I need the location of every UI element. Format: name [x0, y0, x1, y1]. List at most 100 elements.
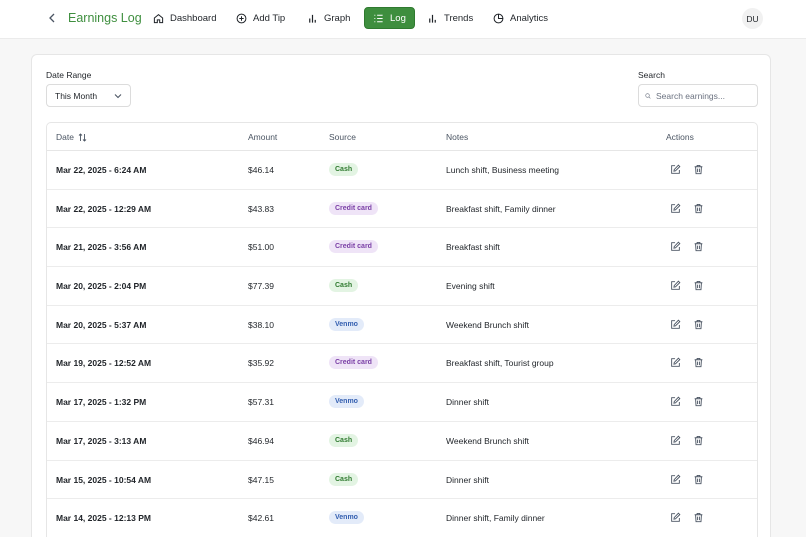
pie-chart-icon [493, 13, 504, 23]
row-notes: Breakfast shift, Family dinner [446, 203, 556, 214]
source-badge: Cash [329, 163, 359, 176]
table-row: Mar 14, 2025 - 12:13 PM $42.61 Venmo Dinner… [47, 499, 757, 537]
row-date: Mar 20, 2025 - 2:04 PM [56, 281, 147, 292]
column-actions: Actions [666, 132, 694, 142]
edit-icon[interactable] [670, 164, 681, 175]
column-date: Date [56, 132, 74, 142]
nav-dashboard[interactable]: Dashboard [145, 7, 224, 29]
row-amount: $38.10 [248, 319, 274, 330]
table-row: Mar 22, 2025 - 6:24 AM $46.14 Cash Lunch sh… [47, 151, 757, 190]
search-input[interactable] [656, 90, 751, 101]
row-notes: Breakfast shift [446, 242, 500, 253]
edit-icon[interactable] [670, 280, 681, 291]
row-date: Mar 21, 2025 - 3:56 AM [56, 242, 147, 253]
top-nav-bar: Earnings Log Dashboard Add Tip Graph Log… [0, 0, 806, 39]
row-amount: $47.15 [248, 474, 274, 485]
row-date: Mar 22, 2025 - 12:29 AM [56, 203, 152, 214]
table-row: Mar 15, 2025 - 10:54 AM $47.15 Cash Dinner … [47, 461, 757, 500]
row-notes: Evening shift [446, 281, 495, 292]
trash-icon[interactable] [693, 357, 704, 368]
row-notes: Dinner shift [446, 474, 489, 485]
row-amount: $57.31 [248, 397, 274, 408]
row-amount: $35.92 [248, 358, 274, 369]
table-row: Mar 17, 2025 - 3:13 AM $46.94 Cash Weekend … [47, 422, 757, 461]
trash-icon[interactable] [693, 241, 704, 252]
search-box [638, 84, 758, 107]
row-amount: $46.94 [248, 435, 274, 446]
row-date: Mar 17, 2025 - 3:13 AM [56, 435, 147, 446]
back-chevron-icon[interactable] [45, 9, 59, 27]
column-amount: Amount [248, 132, 278, 142]
row-date: Mar 19, 2025 - 12:52 AM [56, 358, 152, 369]
source-badge: Credit card [329, 240, 378, 254]
plus-circle-icon [236, 13, 247, 23]
edit-icon[interactable] [670, 241, 681, 252]
row-notes: Dinner shift, Family dinner [446, 513, 545, 524]
nav-trends-label: Trends [444, 12, 474, 24]
home-icon [153, 13, 164, 23]
source-badge: Credit card [329, 356, 378, 370]
edit-icon[interactable] [670, 512, 681, 523]
row-amount: $77.39 [248, 281, 274, 292]
source-badge: Cash [329, 279, 359, 293]
source-badge: Venmo [329, 511, 364, 525]
bar-chart-icon [309, 14, 316, 23]
column-source: Source [329, 132, 356, 142]
table-row: Mar 22, 2025 - 12:29 AM $43.83 Credit card… [47, 190, 757, 229]
trash-icon[interactable] [693, 474, 704, 485]
date-range-value: This Month [55, 90, 98, 101]
row-date: Mar 22, 2025 - 6:24 AM [56, 165, 147, 175]
nav-add-tip-label: Add Tip [253, 12, 286, 24]
edit-icon[interactable] [670, 203, 681, 214]
row-notes: Lunch shift, Business meeting [446, 165, 559, 175]
chevron-down-icon [114, 93, 122, 98]
row-notes: Dinner shift [446, 397, 489, 408]
date-range-label: Date Range [46, 70, 92, 80]
source-badge: Cash [329, 433, 359, 447]
nav-log[interactable]: Log [364, 7, 415, 29]
trash-icon[interactable] [693, 203, 704, 214]
trash-icon[interactable] [693, 319, 704, 330]
app-title: Earnings Log [68, 11, 142, 25]
source-badge: Credit card [329, 201, 378, 215]
table-body: Mar 22, 2025 - 6:24 AM $46.14 Cash Lunch sh… [47, 151, 757, 537]
trash-icon[interactable] [693, 396, 704, 407]
trash-icon[interactable] [693, 164, 704, 175]
search-label: Search [638, 70, 665, 80]
trash-icon[interactable] [693, 512, 704, 523]
column-notes: Notes [446, 132, 469, 142]
row-date: Mar 15, 2025 - 10:54 AM [56, 474, 152, 485]
earnings-table: Date Amount Source Notes Actions Mar 22,… [46, 122, 758, 537]
table-header: Date Amount Source Notes Actions [47, 123, 757, 151]
source-badge: Venmo [329, 317, 364, 331]
nav-add-tip[interactable]: Add Tip [228, 7, 293, 29]
trash-icon[interactable] [693, 280, 704, 291]
source-badge: Venmo [329, 395, 364, 409]
row-date: Mar 14, 2025 - 12:13 PM [56, 513, 151, 524]
user-avatar[interactable]: DU [742, 8, 763, 29]
table-row: Mar 19, 2025 - 12:52 AM $35.92 Credit card… [47, 344, 757, 384]
nav-graph[interactable]: Graph [299, 7, 358, 29]
row-amount: $43.83 [248, 203, 274, 214]
row-date: Mar 20, 2025 - 5:37 AM [56, 319, 147, 330]
sort-icon [78, 132, 87, 142]
nav-analytics[interactable]: Analytics [485, 7, 556, 29]
nav-graph-label: Graph [324, 12, 351, 24]
nav-trends[interactable]: Trends [419, 7, 481, 29]
row-notes: Weekend Brunch shift [446, 435, 529, 446]
nav-dashboard-label: Dashboard [170, 12, 217, 24]
edit-icon[interactable] [670, 319, 681, 330]
column-date-sort[interactable]: Date [56, 132, 87, 142]
search-icon [645, 92, 651, 99]
table-row: Mar 21, 2025 - 3:56 AM $51.00 Credit card B… [47, 228, 757, 268]
row-notes: Breakfast shift, Tourist group [446, 358, 554, 369]
date-range-select[interactable]: This Month [46, 84, 131, 107]
edit-icon[interactable] [670, 435, 681, 446]
edit-icon[interactable] [670, 357, 681, 368]
edit-icon[interactable] [670, 474, 681, 485]
trash-icon[interactable] [693, 435, 704, 446]
edit-icon[interactable] [670, 396, 681, 407]
row-amount: $51.00 [248, 242, 274, 253]
row-amount: $42.61 [248, 513, 274, 524]
row-date: Mar 17, 2025 - 1:32 PM [56, 397, 147, 408]
